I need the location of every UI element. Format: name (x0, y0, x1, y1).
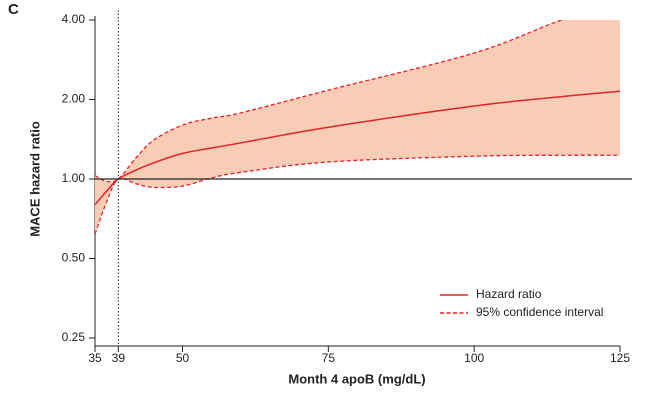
y-tick-label: 2.00 (62, 92, 86, 106)
legend-label: 95% confidence interval (476, 305, 603, 319)
legend-label: Hazard ratio (476, 287, 542, 301)
y-tick-label: 0.50 (62, 251, 86, 265)
x-axis-label: Month 4 apoB (mg/dL) (288, 371, 425, 386)
plot-area (95, 20, 620, 235)
y-tick-label: 0.25 (62, 330, 86, 344)
confidence-band (95, 20, 620, 234)
x-tick-label: 125 (610, 351, 630, 365)
x-tick-label: 100 (464, 351, 484, 365)
panel-label: C (8, 1, 19, 18)
x-tick-label: 39 (112, 351, 126, 365)
y-tick-label: 4.00 (62, 12, 86, 26)
y-tick-label: 1.00 (62, 171, 86, 185)
x-tick-label: 50 (176, 351, 190, 365)
ci-line (95, 20, 564, 183)
x-tick-label: 75 (322, 351, 336, 365)
y-axis-label: MACE hazard ratio (27, 121, 42, 237)
x-tick-label: 35 (88, 351, 102, 365)
